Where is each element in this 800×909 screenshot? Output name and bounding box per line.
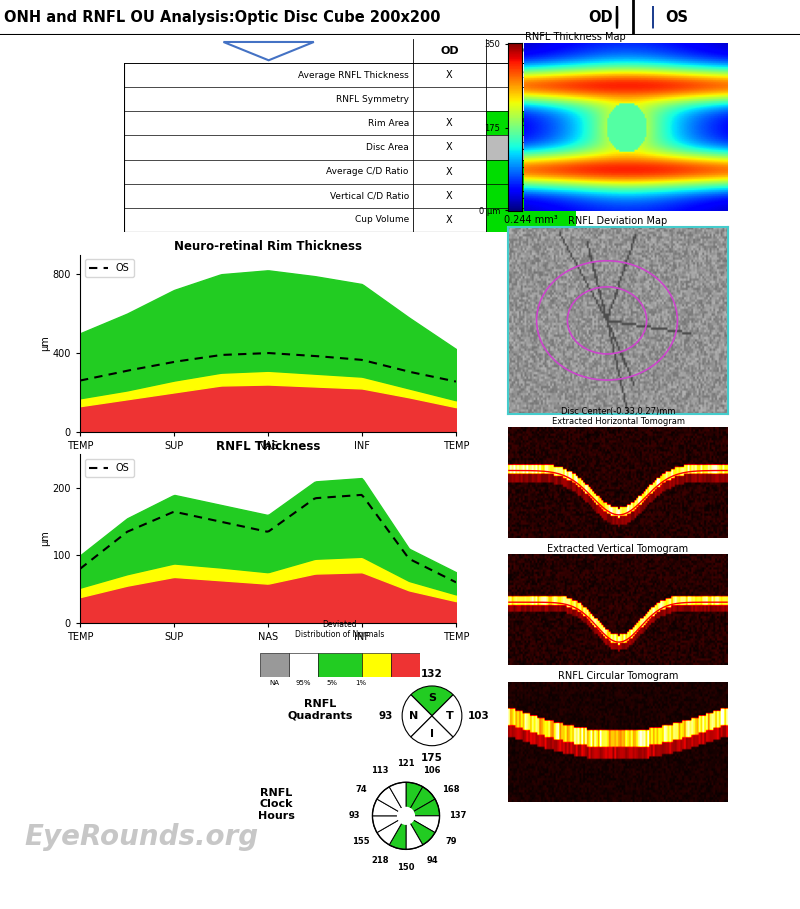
Bar bbox=[486, 160, 576, 184]
Text: 103: 103 bbox=[467, 711, 489, 721]
Text: X: X bbox=[446, 143, 453, 153]
Text: 1.25 mm²: 1.25 mm² bbox=[507, 118, 554, 128]
Text: 0.53: 0.53 bbox=[520, 191, 542, 201]
Text: 113: 113 bbox=[371, 766, 389, 775]
Text: Cup Volume: Cup Volume bbox=[354, 215, 409, 225]
Text: 218: 218 bbox=[371, 856, 389, 865]
Y-axis label: μm: μm bbox=[40, 335, 50, 351]
Text: 74: 74 bbox=[355, 785, 366, 794]
Text: RNFL Symmetry: RNFL Symmetry bbox=[336, 95, 409, 104]
Text: OS: OS bbox=[522, 46, 539, 56]
Circle shape bbox=[398, 807, 414, 824]
Bar bbox=[486, 112, 576, 135]
Text: 79: 79 bbox=[446, 837, 457, 846]
Text: RNFL Thickness Map: RNFL Thickness Map bbox=[526, 32, 626, 42]
Text: X: X bbox=[446, 166, 453, 176]
Bar bbox=[486, 184, 576, 208]
Text: 95%: 95% bbox=[295, 680, 311, 685]
Bar bbox=[362, 653, 391, 677]
Text: 150: 150 bbox=[398, 864, 414, 873]
Wedge shape bbox=[377, 816, 406, 844]
Wedge shape bbox=[406, 816, 435, 844]
Text: OD: OD bbox=[588, 10, 613, 25]
Text: X: X bbox=[446, 215, 453, 225]
Wedge shape bbox=[411, 716, 453, 745]
Text: X: X bbox=[446, 70, 453, 80]
Wedge shape bbox=[411, 686, 453, 716]
Text: 1%: 1% bbox=[355, 680, 366, 685]
Text: N: N bbox=[410, 711, 418, 721]
Wedge shape bbox=[406, 787, 435, 816]
Text: Vertical C/D Ratio: Vertical C/D Ratio bbox=[330, 191, 409, 200]
Text: Rim Area: Rim Area bbox=[367, 119, 409, 128]
Legend: OS: OS bbox=[85, 259, 134, 277]
Text: X: X bbox=[446, 191, 453, 201]
Wedge shape bbox=[406, 816, 439, 833]
Text: OS: OS bbox=[665, 10, 688, 25]
Wedge shape bbox=[390, 816, 406, 849]
Wedge shape bbox=[377, 787, 406, 816]
Title: Extracted Vertical Tomogram: Extracted Vertical Tomogram bbox=[547, 544, 689, 554]
Polygon shape bbox=[223, 42, 314, 60]
Wedge shape bbox=[390, 783, 406, 816]
Text: 0.244 mm³: 0.244 mm³ bbox=[504, 215, 558, 225]
Text: 93: 93 bbox=[378, 711, 393, 721]
Text: OD: OD bbox=[440, 46, 458, 56]
Text: 132: 132 bbox=[421, 669, 443, 679]
Wedge shape bbox=[432, 694, 462, 737]
Text: NA: NA bbox=[270, 680, 279, 685]
Text: 155: 155 bbox=[352, 837, 370, 846]
Text: 168: 168 bbox=[442, 785, 460, 794]
Text: Average RNFL Thickness: Average RNFL Thickness bbox=[298, 71, 409, 80]
Text: Disc Area: Disc Area bbox=[366, 143, 409, 152]
Bar bbox=[318, 653, 362, 677]
Wedge shape bbox=[373, 816, 406, 833]
Text: 93: 93 bbox=[348, 812, 360, 820]
Title: Neuro-retinal Rim Thickness: Neuro-retinal Rim Thickness bbox=[174, 240, 362, 254]
Text: 1.83 mm²: 1.83 mm² bbox=[507, 143, 554, 153]
Text: X: X bbox=[527, 95, 534, 105]
Text: 175: 175 bbox=[421, 753, 443, 763]
Text: S: S bbox=[428, 693, 436, 703]
Bar bbox=[486, 135, 576, 160]
Wedge shape bbox=[406, 816, 422, 849]
Title: RNFL Thickness: RNFL Thickness bbox=[216, 440, 320, 454]
Text: Deviated: Deviated bbox=[322, 620, 358, 629]
Text: T: T bbox=[446, 711, 454, 721]
Wedge shape bbox=[406, 799, 439, 816]
Text: 94: 94 bbox=[426, 856, 438, 865]
Text: 126 μm: 126 μm bbox=[512, 70, 550, 80]
Text: 106: 106 bbox=[423, 766, 441, 775]
Text: RNFL
Quadrants: RNFL Quadrants bbox=[287, 699, 353, 721]
Legend: OS: OS bbox=[85, 459, 134, 477]
Text: I: I bbox=[430, 729, 434, 739]
Bar bbox=[260, 653, 289, 677]
Wedge shape bbox=[373, 799, 406, 816]
Text: X: X bbox=[446, 118, 453, 128]
Title: RNFL Deviation Map: RNFL Deviation Map bbox=[568, 216, 668, 226]
Text: EyeRounds.org: EyeRounds.org bbox=[24, 824, 258, 852]
Text: Average C/D Ratio: Average C/D Ratio bbox=[326, 167, 409, 176]
Text: Distribution of Normals: Distribution of Normals bbox=[295, 630, 385, 639]
Text: RNFL
Clock
Hours: RNFL Clock Hours bbox=[258, 788, 294, 821]
Y-axis label: μm: μm bbox=[40, 531, 50, 546]
Bar bbox=[124, 39, 576, 64]
Wedge shape bbox=[402, 694, 432, 737]
Text: 5%: 5% bbox=[326, 680, 338, 685]
Text: ONH and RNFL OU Analysis:Optic Disc Cube 200x200: ONH and RNFL OU Analysis:Optic Disc Cube… bbox=[4, 10, 441, 25]
Bar bbox=[289, 653, 318, 677]
Text: 137: 137 bbox=[450, 812, 466, 820]
Bar bbox=[486, 208, 576, 232]
Text: 0.56: 0.56 bbox=[520, 166, 542, 176]
Wedge shape bbox=[406, 783, 422, 816]
Title: Disc Center(-0.33,0.27)mm
Extracted Horizontal Tomogram: Disc Center(-0.33,0.27)mm Extracted Hori… bbox=[551, 407, 685, 426]
Text: 121: 121 bbox=[397, 759, 415, 768]
Title: RNFL Circular Tomogram: RNFL Circular Tomogram bbox=[558, 671, 678, 681]
Bar bbox=[391, 653, 420, 677]
